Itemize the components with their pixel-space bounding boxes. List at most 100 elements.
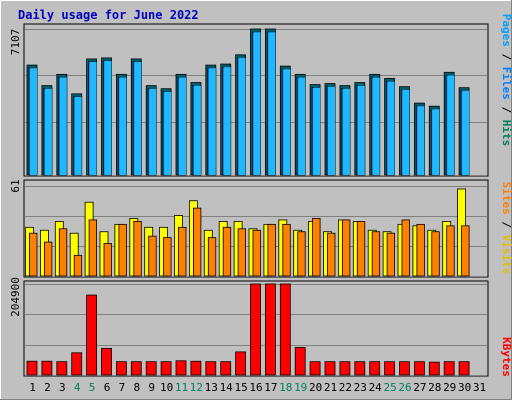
kbytes-bar-8 — [130, 361, 142, 376]
x-tick-label-22: 22 — [339, 381, 352, 394]
sites-bar-24 — [371, 231, 381, 277]
sites-bar-27 — [416, 223, 425, 277]
kbytes-legend-label: KBytes — [500, 337, 512, 377]
pages-bar-13 — [208, 68, 216, 175]
x-tick-label-28: 28 — [428, 381, 441, 394]
kbytes-bar-16 — [250, 283, 261, 376]
sites-bar-2 — [44, 241, 53, 277]
sites-bar-18 — [282, 223, 291, 277]
x-tick-label-11: 11 — [175, 381, 188, 394]
kbytes-bar-2 — [41, 360, 53, 376]
sites-bar-23 — [356, 221, 366, 277]
x-tick-label-15: 15 — [234, 381, 247, 394]
sites-bar-13 — [207, 237, 217, 277]
sites-bar-3 — [58, 228, 68, 277]
kbytes-bar-19 — [294, 347, 306, 376]
hits-legend-label: Pages / Files / Hits — [500, 14, 512, 147]
chart-title: Daily usage for June 2022 — [18, 8, 199, 22]
kbytes-bar-29 — [443, 361, 455, 376]
visits-y-max-label: 61 — [9, 179, 22, 192]
x-tick-label-5: 5 — [89, 381, 96, 394]
pages-bar-4 — [74, 96, 82, 175]
x-tick-label-21: 21 — [324, 381, 337, 394]
sites-bar-17 — [267, 223, 276, 277]
sites-bar-26 — [401, 219, 410, 277]
x-tick-label-24: 24 — [369, 381, 383, 394]
pages-bar-16 — [253, 32, 261, 175]
pages-bar-21 — [328, 86, 335, 175]
kbytes-bar-7 — [116, 361, 127, 376]
pages-bar-3 — [59, 77, 67, 175]
sites-bar-15 — [237, 228, 247, 277]
pages-bar-9 — [149, 88, 157, 175]
pages-bar-29 — [447, 75, 455, 175]
kbytes-bar-3 — [56, 361, 68, 376]
legend-segment: Visits — [500, 235, 512, 275]
pages-bar-20 — [313, 87, 321, 175]
pages-bar-8 — [134, 61, 142, 175]
pages-bar-24 — [372, 77, 380, 175]
sites-bar-7 — [118, 223, 127, 277]
x-tick-label-30: 30 — [458, 381, 471, 394]
pages-bar-2 — [44, 88, 52, 175]
pages-bar-1 — [30, 68, 37, 175]
pages-bar-7 — [119, 77, 127, 175]
pages-bar-23 — [357, 85, 365, 175]
sites-bar-14 — [222, 226, 232, 277]
kbytes-bar-4 — [71, 352, 83, 376]
pages-bar-14 — [223, 67, 231, 175]
sites-bar-20 — [312, 218, 321, 277]
pages-bar-26 — [402, 89, 410, 175]
pages-bar-25 — [387, 81, 395, 175]
x-tick-label-9: 9 — [148, 381, 155, 394]
legend-segment: / — [500, 47, 512, 67]
kbytes-bar-25 — [384, 361, 396, 376]
sites-bar-1 — [29, 232, 38, 277]
x-tick-label-25: 25 — [383, 381, 396, 394]
x-tick-label-8: 8 — [133, 381, 140, 394]
x-tick-label-3: 3 — [59, 381, 66, 394]
kbytes-bar-27 — [413, 361, 425, 376]
x-tick-label-12: 12 — [190, 381, 203, 394]
sites-bar-8 — [133, 221, 142, 277]
pages-bar-17 — [268, 32, 276, 175]
kbytes-bar-1 — [26, 360, 38, 376]
sites-bar-29 — [446, 225, 455, 277]
kbytes-bar-11 — [175, 360, 187, 376]
x-tick-label-7: 7 — [119, 381, 126, 394]
legend-segment: Pages — [500, 14, 512, 47]
x-axis-tick-labels: 1 2 3 4 5 6 7 8 9 10 11 12 13 14 15 16 17 18 19 20 21 22 23 24 2… — [29, 381, 486, 394]
x-tick-label-26: 26 — [398, 381, 411, 394]
kbytes-bar-5 — [86, 294, 97, 376]
sites-bar-16 — [252, 229, 261, 277]
kbytes-y-max-label: 204900 — [9, 277, 22, 317]
sites-bar-4 — [73, 254, 83, 277]
pages-bar-18 — [283, 69, 291, 175]
hits-y-max-label: 7107 — [9, 29, 22, 56]
sites-bar-30 — [461, 225, 470, 277]
kbytes-bar-20 — [309, 361, 321, 376]
x-tick-label-18: 18 — [279, 381, 292, 394]
sites-bar-5 — [88, 219, 97, 277]
sites-bar-25 — [386, 232, 396, 277]
kbytes-bar-9 — [145, 361, 157, 376]
pages-bar-15 — [238, 57, 246, 175]
pages-bar-5 — [89, 61, 97, 175]
legend-segment: KBytes — [500, 337, 512, 377]
visits-legend-label: Sites / Visits — [500, 182, 512, 275]
pages-bar-27 — [417, 106, 425, 175]
x-tick-label-27: 27 — [413, 381, 426, 394]
pages-bar-28 — [432, 109, 440, 175]
x-tick-label-6: 6 — [104, 381, 111, 394]
visits-bars — [25, 188, 470, 277]
pages-bar-11 — [179, 77, 186, 175]
kbytes-bar-26 — [399, 361, 410, 376]
x-tick-label-2: 2 — [44, 381, 51, 394]
pages-bar-12 — [193, 85, 201, 175]
pages-bar-19 — [298, 77, 306, 175]
kbytes-bar-10 — [160, 361, 172, 376]
x-tick-label-23: 23 — [354, 381, 367, 394]
pages-bar-6 — [104, 60, 112, 175]
kbytes-bar-24 — [369, 361, 381, 376]
x-tick-label-17: 17 — [264, 381, 277, 394]
